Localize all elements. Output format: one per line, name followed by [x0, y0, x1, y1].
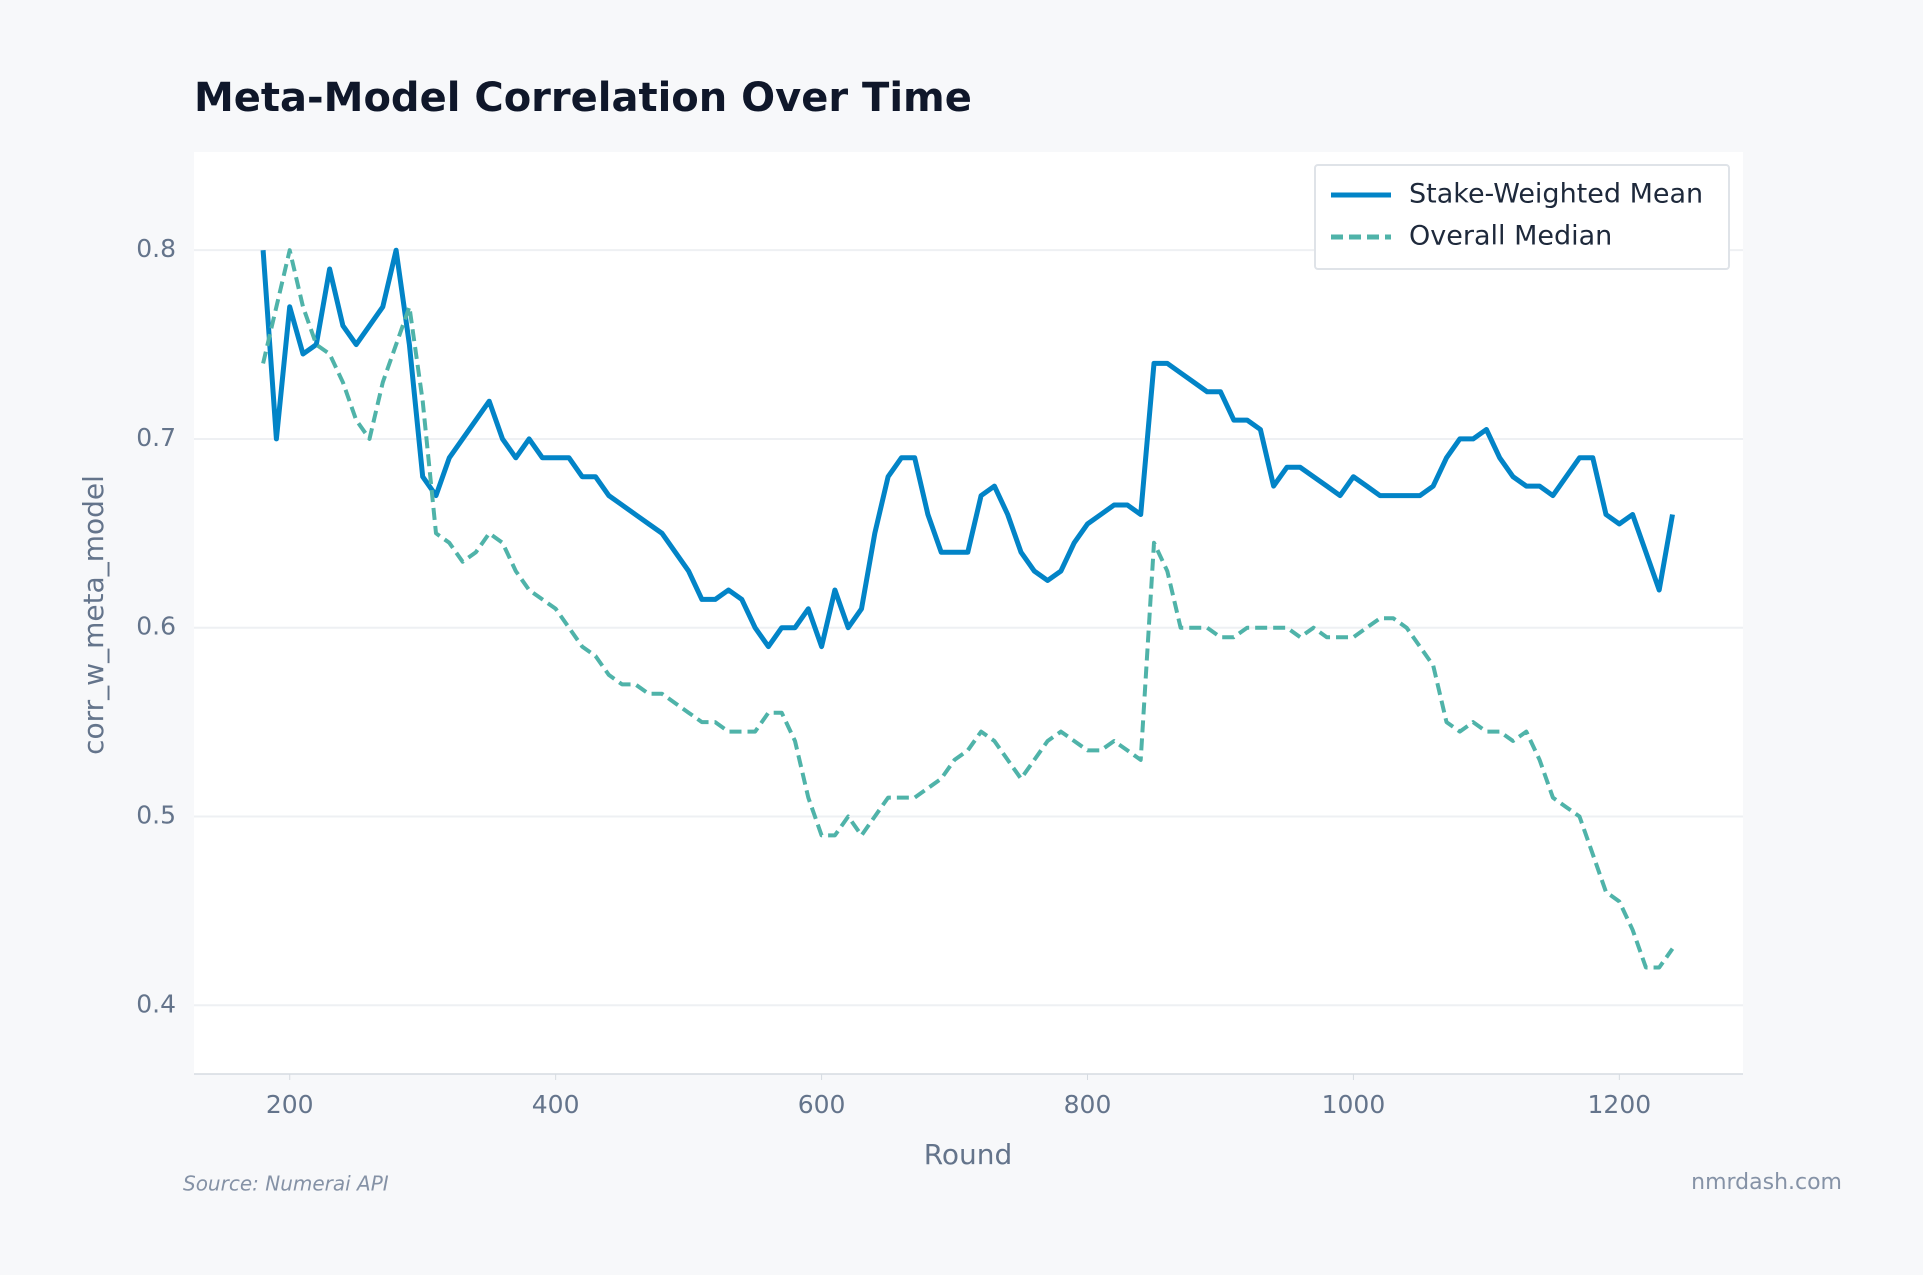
x-axis-label: Round: [924, 1138, 1013, 1171]
x-tick-label: 400: [532, 1090, 580, 1119]
chart-title: Meta-Model Correlation Over Time: [194, 75, 972, 121]
watermark: nmrdash.com: [1691, 1170, 1842, 1195]
legend-box: [1314, 164, 1730, 270]
x-tick-label: 200: [266, 1090, 314, 1119]
legend-label: Overall Median: [1409, 221, 1612, 252]
x-tick-label: 1200: [1588, 1090, 1652, 1119]
y-tick-label: 0.4: [136, 989, 176, 1018]
grid: 0.4 0.5 0.6 0.7 0.8 200 400 600 800 1000 1200: [136, 234, 1743, 1119]
y-tick-label: 0.6: [136, 612, 176, 641]
source-note: Source: Numerai API: [183, 1172, 389, 1196]
x-tick-label: 600: [798, 1090, 846, 1119]
y-tick-label: 0.8: [136, 234, 176, 263]
y-tick-label: 0.5: [136, 801, 176, 830]
x-tick-label: 800: [1064, 1090, 1112, 1119]
series-group: [260, 247, 1675, 970]
series-line: [260, 247, 1675, 650]
legend: Stake-Weighted Mean Overall Median: [1314, 164, 1730, 270]
series-line: [261, 248, 1675, 970]
y-tick-label: 0.7: [136, 423, 176, 452]
x-tick-label: 1000: [1322, 1090, 1386, 1119]
legend-label: Stake-Weighted Mean: [1409, 179, 1703, 210]
y-axis-label: corr_w_meta_model: [77, 475, 110, 755]
plot-area: [194, 152, 1743, 1074]
